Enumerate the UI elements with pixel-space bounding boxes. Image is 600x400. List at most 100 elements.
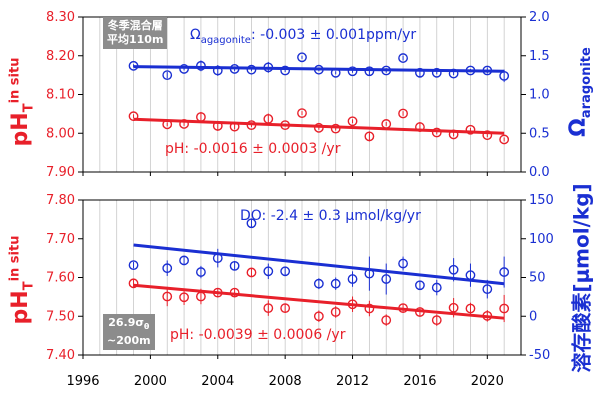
top-omega-point	[246, 64, 257, 75]
top-omega-point	[482, 65, 493, 76]
top-right-tick-label: 2.0	[529, 10, 550, 25]
bottom-right-tick-label: 0	[529, 309, 537, 324]
top-ph-point	[212, 120, 223, 131]
top-ph-point	[280, 120, 291, 131]
top-omega-point	[465, 65, 476, 76]
top-omega-point	[398, 53, 408, 63]
bottom-do-point	[246, 218, 257, 229]
bottom-ph-point	[196, 291, 206, 302]
bottom-left-tick-label: 7.60	[46, 271, 75, 286]
top-omega-point	[431, 67, 442, 78]
top-left-tick-label: 8.00	[46, 126, 75, 141]
top-right-axis-label: Ωaragonite	[565, 47, 595, 137]
x-tick-label: 2020	[471, 374, 504, 389]
x-tick-label: 1996	[66, 374, 99, 389]
top-omega-annotation: Ωagagonite: -0.003 ± 0.001ppm/yr	[190, 27, 417, 46]
bottom-ph-point	[229, 287, 240, 298]
top-ph-point	[229, 121, 240, 132]
top-ph-point	[431, 127, 442, 138]
top-ph-point	[415, 122, 425, 132]
bottom-ph-annotation: pH: -0.0039 ± 0.0006 /yr	[170, 327, 346, 343]
bottom-do-point	[313, 278, 324, 289]
bottom-do-annotation: DO: -2.4 ± 0.3 μmol/kg/yr	[240, 208, 421, 224]
bottom-right-tick-label: 50	[529, 271, 546, 286]
top-right-tick-label: 1.5	[529, 49, 550, 64]
bottom-right-tick-label: -50	[529, 348, 550, 363]
top-ph-point	[499, 134, 510, 145]
top-right-tick-label: 1.0	[529, 88, 550, 103]
top-omega-point	[128, 60, 139, 71]
bottom-do-point	[212, 253, 223, 264]
bottom-do-point	[229, 260, 240, 271]
top-ph-point	[246, 120, 257, 131]
bottom-do-point	[280, 266, 291, 277]
top-omega-point	[162, 70, 173, 81]
bottom-ph-point	[280, 303, 291, 314]
top-omega-point	[297, 52, 307, 63]
top-ph-point	[364, 131, 375, 142]
bottom-do-point	[415, 280, 425, 291]
bottom-ph-point	[448, 302, 459, 313]
bottom-ph-point	[263, 303, 274, 314]
bottom-ph-point	[313, 311, 324, 322]
top-left-tick-label: 8.10	[46, 88, 75, 103]
top-ph-point	[196, 112, 206, 122]
top-right-tick-label: 0.0	[529, 165, 550, 180]
top-omega-point	[448, 68, 459, 79]
bottom-do-point	[482, 284, 493, 295]
bottom-do-point	[499, 267, 510, 277]
top-left-axis-label: pHTin situ	[7, 57, 37, 147]
top-ph-point	[347, 116, 358, 127]
bottom-ph-point	[330, 307, 341, 317]
top-ph-point	[381, 119, 392, 129]
bottom-do-point	[398, 258, 408, 269]
bottom-left-tick-label: 7.50	[46, 309, 75, 324]
bottom-do-point	[263, 266, 274, 277]
top-ph-point	[482, 130, 493, 141]
x-tick-label: 2016	[403, 374, 436, 389]
bottom-ph-point	[415, 307, 425, 317]
bottom-ph-point	[364, 303, 375, 314]
bottom-do-point	[364, 268, 375, 279]
top-omega-point	[499, 71, 510, 81]
bottom-do-point	[179, 255, 189, 266]
top-ph-annotation: pH: -0.0016 ± 0.0003 /yr	[165, 141, 341, 157]
top-omega-point	[381, 65, 392, 76]
bottom-do-point	[196, 267, 206, 277]
top-ph-point	[448, 129, 459, 140]
bottom-do-point	[330, 278, 341, 289]
bottom-ph-point	[347, 299, 358, 310]
bottom-ph-point	[465, 303, 476, 314]
top-omega-point	[229, 64, 240, 74]
top-omega-point	[313, 64, 324, 75]
x-tick-label: 2004	[201, 374, 234, 389]
top-ph-point	[263, 114, 274, 124]
top-omega-point	[179, 64, 189, 74]
top-left-tick-label: 8.30	[46, 10, 75, 25]
top-omega-point	[415, 67, 425, 78]
bottom-ph-point	[499, 303, 510, 314]
bottom-left-tick-label: 7.80	[46, 193, 75, 208]
top-ph-point	[297, 108, 307, 119]
bottom-ph-point	[162, 291, 173, 302]
top-ph-point	[330, 123, 341, 134]
bottom-do-point	[128, 260, 139, 270]
bottom-ph-point	[246, 267, 257, 278]
top-left-tick-label: 7.90	[46, 165, 75, 180]
top-ph-point	[162, 119, 173, 130]
bottom-ph-point	[431, 315, 442, 326]
top-ph-point	[179, 119, 189, 129]
bottom-do-point	[381, 274, 392, 284]
top-ph-point	[313, 122, 324, 133]
top-omega-point	[196, 60, 206, 71]
bottom-ph-point	[128, 278, 139, 289]
top-left-tick-label: 8.20	[46, 49, 75, 64]
bottom-do-point	[448, 264, 459, 275]
bottom-left-axis-label: pHTin situ	[7, 235, 37, 325]
bottom-ph-point	[381, 315, 392, 326]
bottom-left-tick-label: 7.40	[46, 348, 75, 363]
bottom-ph-point	[398, 303, 408, 314]
top-omega-point	[263, 62, 274, 73]
bottom-do-point	[347, 274, 358, 284]
